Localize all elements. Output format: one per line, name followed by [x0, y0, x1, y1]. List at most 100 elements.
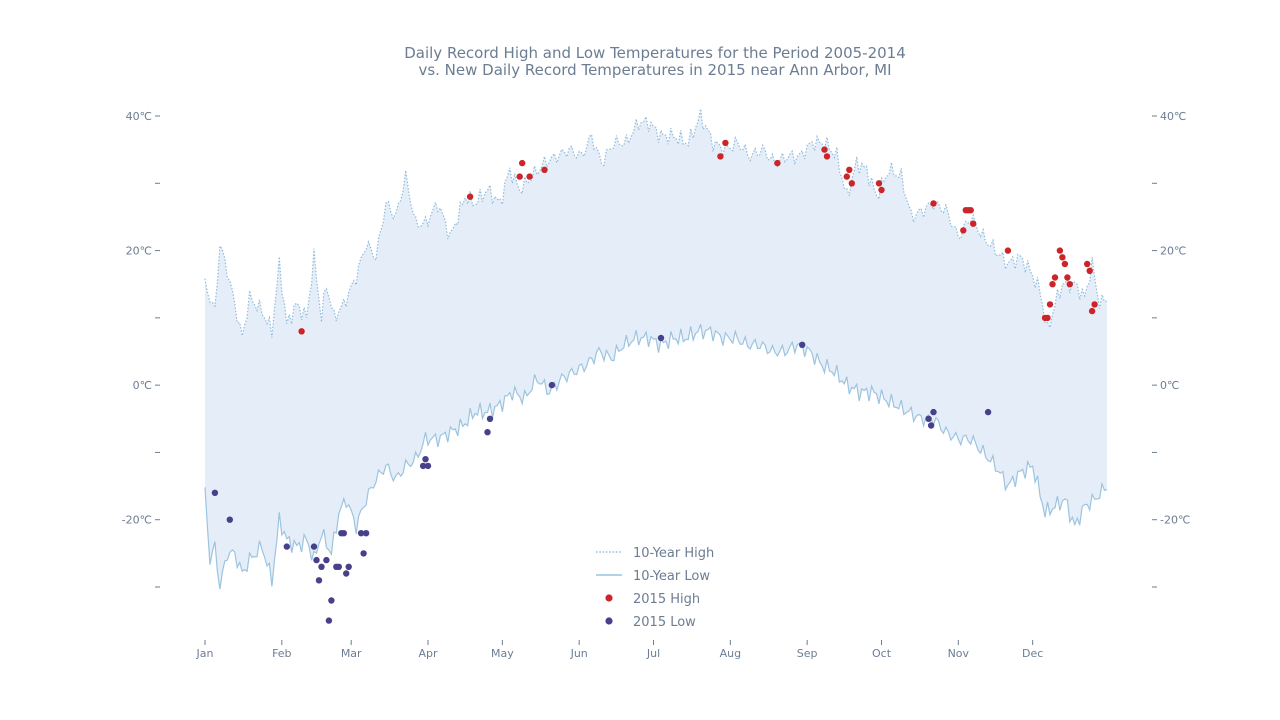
record-low-point: [335, 563, 342, 570]
record-low-point: [340, 530, 347, 537]
x-tick-label: Nov: [948, 647, 970, 660]
chart-legend: 10-Year High 10-Year Low 2015 High 2015 …: [596, 546, 714, 630]
record-low-point: [343, 570, 350, 577]
record-low-point: [360, 550, 367, 557]
x-tick-label: Feb: [272, 647, 291, 660]
record-high-point: [875, 180, 883, 187]
record-low-point: [548, 381, 556, 389]
record-high-point: [1084, 260, 1091, 268]
record-low-points: [211, 334, 992, 624]
record-high-point: [516, 173, 523, 180]
record-high-point: [970, 220, 977, 227]
record-high-point: [519, 159, 526, 167]
record-high-point: [846, 166, 853, 173]
legend-label-2015-high: 2015 High: [633, 592, 700, 607]
y-tick-label: 20℃: [1160, 245, 1186, 258]
y-tick-label: 20℃: [126, 245, 152, 258]
legend-label-10yr-high: 10-Year High: [633, 546, 714, 561]
record-high-point: [1051, 274, 1059, 281]
x-axis: Jan Feb Mar Apr May Jun Jul Aug Sep Oct Nov Dec: [196, 640, 1043, 660]
record-high-points: [298, 139, 1098, 335]
record-high-point: [466, 193, 474, 200]
record-low-point: [925, 415, 932, 422]
record-high-point: [1046, 301, 1054, 308]
record-low-point: [315, 577, 323, 584]
record-low-point: [486, 415, 494, 422]
record-high-point: [930, 200, 937, 207]
legend-label-2015-low: 2015 Low: [633, 615, 696, 630]
record-high-point: [823, 153, 831, 160]
x-tick-label: Jun: [570, 647, 588, 660]
record-high-point: [1004, 247, 1012, 254]
x-tick-label: Jan: [196, 647, 214, 660]
y-tick-label: 0℃: [133, 379, 152, 392]
record-high-point: [1044, 314, 1051, 322]
record-high-point: [774, 159, 781, 167]
x-tick-label: May: [491, 647, 514, 660]
x-tick-label: Oct: [872, 647, 892, 660]
chart-title: Daily Record High and Low Temperatures f…: [404, 44, 906, 62]
legend-record-low-dot: [605, 617, 613, 625]
x-tick-label: Apr: [419, 647, 439, 660]
record-low-point: [310, 543, 318, 550]
record-high-point: [717, 153, 724, 160]
record-low-point: [345, 563, 352, 570]
x-tick-label: Jul: [646, 647, 660, 660]
record-low-point: [325, 617, 333, 624]
record-low-point: [799, 341, 806, 348]
record-low-point: [657, 334, 665, 342]
record-low-point: [211, 489, 219, 496]
y-tick-label: 40℃: [126, 110, 152, 123]
y-axis-right: 40℃ 20℃ 0℃ -20℃: [1152, 110, 1190, 588]
record-high-point: [298, 328, 305, 335]
y-tick-label: 40℃: [1160, 110, 1186, 123]
record-low-point: [226, 516, 233, 523]
record-low-point: [930, 408, 937, 416]
record-high-point: [1056, 247, 1064, 254]
record-high-point: [960, 227, 967, 234]
record-low-point: [362, 530, 370, 537]
ten-year-high-line: [204, 108, 1108, 338]
x-tick-label: Aug: [720, 647, 741, 660]
record-high-point: [1064, 274, 1071, 281]
y-tick-label: -20℃: [1160, 514, 1190, 527]
legend-label-10yr-low: 10-Year Low: [633, 569, 710, 584]
record-low-point: [357, 530, 365, 537]
record-low-point: [323, 556, 330, 564]
record-low-point: [419, 462, 427, 470]
x-tick-label: Dec: [1022, 647, 1043, 660]
record-low-point: [328, 597, 335, 604]
record-high-point: [722, 139, 729, 147]
record-low-point: [283, 543, 290, 550]
y-tick-label: -20℃: [122, 514, 152, 527]
record-high-point: [1059, 254, 1066, 261]
record-low-point: [927, 422, 935, 429]
record-high-point: [541, 166, 548, 173]
y-tick-label: 0℃: [1160, 379, 1179, 392]
record-high-point: [821, 146, 828, 153]
record-high-point: [967, 207, 974, 214]
record-low-point: [313, 556, 320, 564]
x-tick-label: Mar: [341, 647, 362, 660]
legend-record-high-dot: [605, 594, 613, 602]
record-low-point: [484, 429, 491, 436]
high-low-range-fill: [205, 108, 1107, 590]
y-axis-left: 40℃ 20℃ 0℃ -20℃: [122, 110, 160, 588]
chart-subtitle: vs. New Daily Record Temperatures in 201…: [418, 61, 891, 79]
record-low-point: [424, 462, 432, 470]
record-high-point: [1091, 301, 1098, 308]
record-high-point: [1066, 281, 1074, 288]
ten-year-low-line: [204, 324, 1108, 590]
record-high-point: [848, 180, 855, 187]
record-low-point: [318, 563, 325, 570]
record-high-point: [1086, 267, 1093, 274]
record-high-point: [843, 173, 850, 180]
record-high-point: [1049, 281, 1056, 288]
record-low-point: [422, 456, 429, 463]
x-tick-label: Sep: [797, 647, 818, 660]
record-high-point: [526, 173, 533, 180]
record-high-point: [878, 186, 885, 194]
record-low-point: [984, 408, 992, 416]
